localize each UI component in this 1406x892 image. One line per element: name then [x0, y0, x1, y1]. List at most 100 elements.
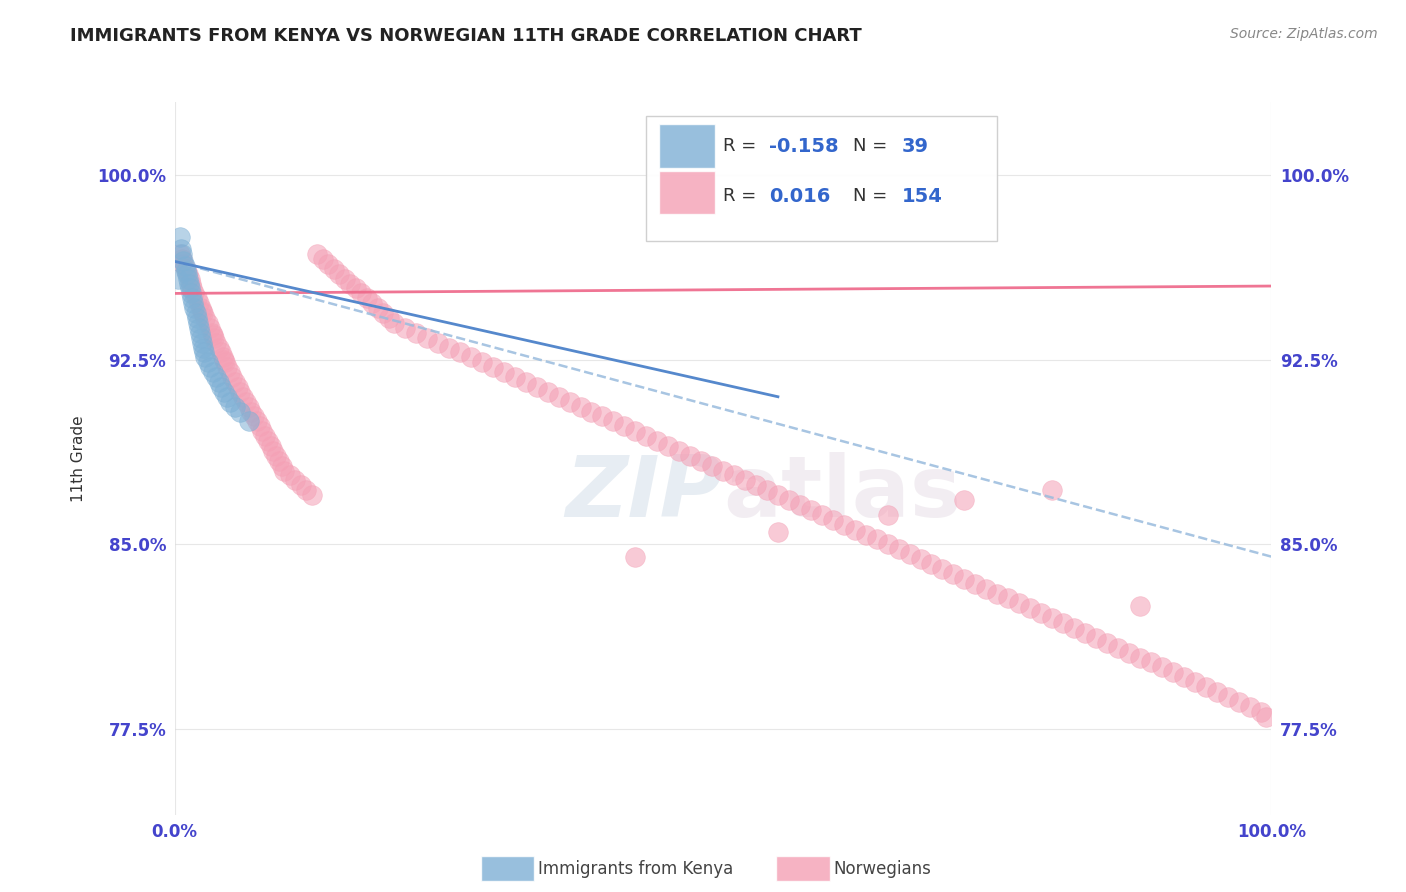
- Point: [193, 341, 215, 355]
- Point: [217, 390, 239, 404]
- Point: [876, 508, 898, 522]
- FancyBboxPatch shape: [647, 116, 997, 241]
- Point: [377, 311, 399, 326]
- Point: [526, 380, 548, 394]
- Point: [558, 394, 581, 409]
- Point: [1150, 660, 1173, 674]
- Text: N =: N =: [852, 137, 893, 155]
- Point: [209, 345, 232, 359]
- Point: [212, 352, 235, 367]
- Point: [515, 375, 537, 389]
- Point: [460, 351, 482, 365]
- Point: [953, 493, 976, 508]
- Point: [218, 394, 240, 409]
- Point: [271, 458, 294, 473]
- Point: [301, 488, 323, 502]
- Point: [910, 552, 932, 566]
- Text: 39: 39: [901, 137, 929, 156]
- Point: [186, 291, 208, 305]
- Point: [339, 277, 361, 291]
- Point: [284, 474, 307, 488]
- Point: [198, 360, 221, 375]
- Point: [177, 267, 200, 281]
- Point: [190, 331, 212, 345]
- Point: [172, 247, 194, 261]
- Point: [191, 335, 214, 350]
- Point: [172, 252, 194, 266]
- Point: [202, 365, 225, 379]
- Point: [711, 464, 734, 478]
- Point: [394, 321, 416, 335]
- Point: [1161, 665, 1184, 680]
- Point: [209, 380, 232, 394]
- Point: [198, 321, 221, 335]
- Point: [1140, 656, 1163, 670]
- Point: [179, 271, 201, 285]
- Point: [382, 316, 405, 330]
- Text: Immigrants from Kenya: Immigrants from Kenya: [538, 860, 734, 878]
- Point: [260, 439, 283, 453]
- Point: [202, 331, 225, 345]
- Point: [183, 286, 205, 301]
- Point: [1254, 709, 1277, 723]
- Point: [180, 286, 202, 301]
- Point: [235, 394, 257, 409]
- Point: [242, 409, 264, 424]
- Point: [569, 400, 592, 414]
- Point: [1040, 611, 1063, 625]
- Point: [186, 311, 208, 326]
- Text: atlas: atlas: [723, 452, 962, 535]
- Point: [176, 267, 198, 281]
- Point: [1085, 631, 1108, 645]
- Point: [307, 247, 329, 261]
- Point: [942, 566, 965, 581]
- Point: [238, 400, 260, 414]
- Y-axis label: 11th Grade: 11th Grade: [72, 415, 86, 501]
- Point: [1074, 626, 1097, 640]
- Point: [832, 517, 855, 532]
- Point: [745, 478, 768, 492]
- Point: [679, 449, 702, 463]
- Point: [207, 341, 229, 355]
- Point: [290, 478, 312, 492]
- Point: [1019, 601, 1042, 615]
- Point: [723, 468, 745, 483]
- Text: N =: N =: [852, 187, 893, 205]
- Point: [322, 261, 344, 276]
- Point: [766, 488, 789, 502]
- Point: [361, 296, 384, 310]
- Point: [207, 375, 229, 389]
- Point: [1095, 636, 1118, 650]
- Point: [645, 434, 668, 448]
- Point: [249, 419, 271, 434]
- Text: ZIP: ZIP: [565, 452, 723, 535]
- Point: [976, 582, 998, 596]
- Point: [333, 271, 356, 285]
- Point: [1239, 699, 1261, 714]
- Point: [253, 429, 276, 443]
- Point: [778, 493, 800, 508]
- Point: [1250, 705, 1272, 719]
- Point: [295, 483, 318, 498]
- Point: [229, 384, 252, 399]
- Point: [194, 351, 217, 365]
- Point: [214, 355, 236, 369]
- Point: [262, 443, 284, 458]
- Point: [202, 328, 225, 343]
- Point: [997, 591, 1019, 606]
- Point: [212, 351, 235, 365]
- Point: [844, 523, 866, 537]
- Point: [264, 449, 287, 463]
- FancyBboxPatch shape: [659, 170, 716, 214]
- Point: [876, 537, 898, 551]
- Point: [212, 384, 235, 399]
- Point: [700, 458, 723, 473]
- Point: [356, 291, 378, 305]
- Point: [1040, 483, 1063, 498]
- Point: [1008, 596, 1031, 610]
- Point: [167, 271, 190, 285]
- Point: [172, 254, 194, 268]
- Text: -0.158: -0.158: [769, 137, 839, 156]
- Point: [547, 390, 569, 404]
- Point: [636, 429, 658, 443]
